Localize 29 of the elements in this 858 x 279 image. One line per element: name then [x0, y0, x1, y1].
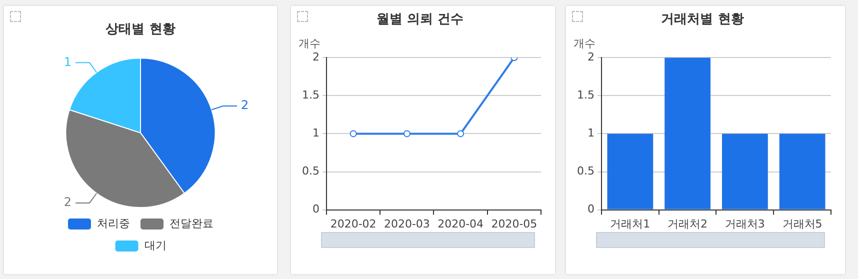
x-tick-label: 거래처2: [668, 217, 708, 230]
x-tick-label: 거래처1: [610, 217, 650, 230]
y-tick-label: 1.5: [302, 88, 320, 102]
y-tick-label: 1: [587, 126, 594, 140]
x-tick-label: 거래처5: [782, 217, 822, 230]
y-tick-label: 1.5: [576, 88, 594, 102]
y-axis-title: 개수: [298, 36, 320, 50]
y-tick-label: 0.5: [576, 164, 594, 178]
legend-label: 처리중: [97, 216, 130, 230]
data-label: 1: [64, 54, 72, 69]
chart-title: 거래처별 현황: [661, 12, 744, 28]
data-label: 2: [64, 195, 72, 210]
y-tick-label: 1: [312, 126, 320, 140]
data-label: 2: [240, 98, 249, 112]
y-tick-label: 2: [312, 50, 320, 64]
y-tick-label: 0: [587, 202, 594, 216]
x-tick-label: 2020-04: [438, 217, 484, 230]
x-tick-label: 2020-02: [330, 217, 376, 230]
legend-label: 전달완료: [170, 216, 214, 230]
chart-title: 상태별 현황: [106, 22, 176, 38]
legend-label: 대기: [144, 238, 166, 252]
y-axis-title: 개수: [573, 36, 596, 50]
y-tick-label: 2: [587, 50, 594, 64]
x-tick-label: 거래처3: [724, 217, 765, 230]
chart-title: 월별 의뢰 건수: [376, 12, 464, 28]
x-tick-label: 2020-03: [384, 217, 430, 230]
x-tick-label: 2020-05: [491, 217, 538, 230]
y-tick-label: 0: [312, 202, 320, 216]
y-tick-label: 0.5: [302, 164, 320, 178]
